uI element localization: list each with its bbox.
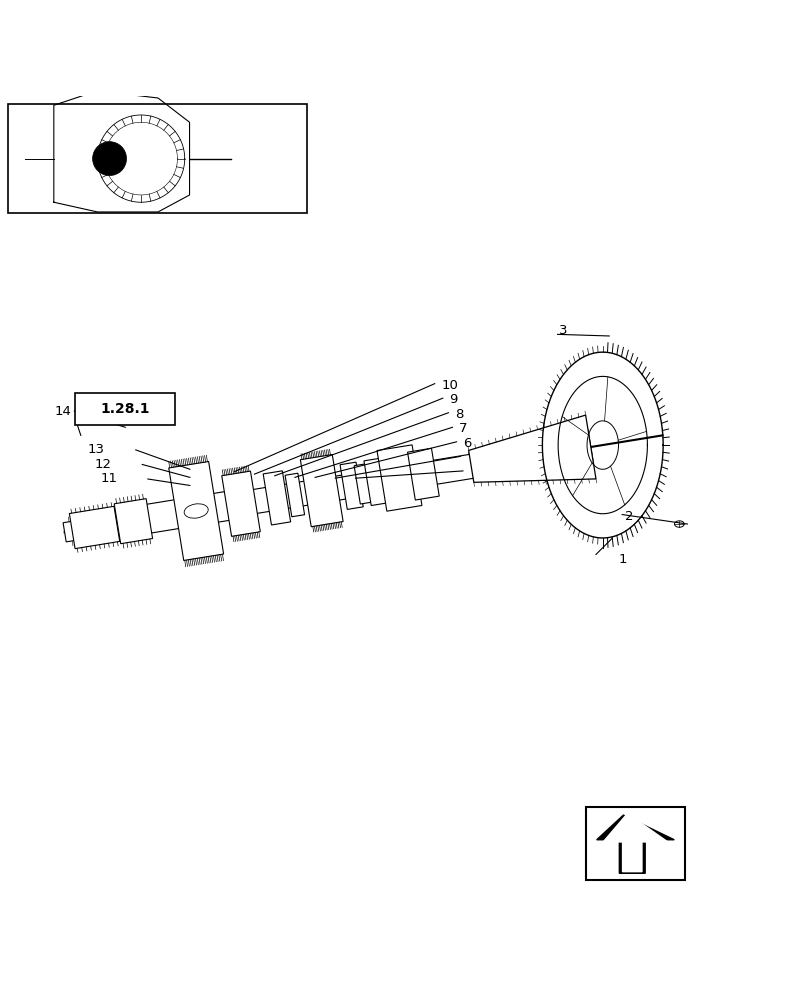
Text: 1: 1 — [618, 553, 627, 566]
Polygon shape — [340, 462, 364, 509]
Text: 11: 11 — [100, 472, 117, 485]
Polygon shape — [169, 461, 224, 560]
Text: 7: 7 — [459, 422, 468, 435]
Polygon shape — [69, 506, 120, 549]
Polygon shape — [134, 491, 234, 535]
Text: 2: 2 — [625, 510, 633, 523]
Polygon shape — [285, 473, 305, 517]
Polygon shape — [63, 511, 138, 542]
Circle shape — [93, 142, 127, 176]
Text: 12: 12 — [95, 458, 112, 471]
Polygon shape — [364, 458, 387, 506]
Polygon shape — [510, 429, 594, 477]
Text: 6: 6 — [463, 437, 471, 450]
Polygon shape — [469, 415, 596, 482]
Text: 1.28.1: 1.28.1 — [100, 402, 150, 416]
Polygon shape — [263, 471, 291, 525]
Polygon shape — [114, 499, 153, 544]
Polygon shape — [377, 445, 422, 511]
Text: 14: 14 — [54, 405, 71, 418]
Polygon shape — [354, 464, 373, 504]
Text: 8: 8 — [455, 408, 463, 421]
Text: 3: 3 — [559, 324, 568, 337]
Bar — [586, 807, 685, 880]
Polygon shape — [407, 448, 440, 500]
Bar — [8, 104, 307, 213]
Text: 9: 9 — [449, 393, 457, 406]
Text: 4: 4 — [469, 466, 478, 479]
Polygon shape — [596, 815, 675, 873]
Polygon shape — [603, 814, 667, 872]
Text: 13: 13 — [88, 443, 105, 456]
Polygon shape — [230, 448, 515, 517]
FancyBboxPatch shape — [75, 393, 175, 425]
Text: 5: 5 — [467, 451, 476, 464]
Text: 10: 10 — [441, 379, 458, 392]
Polygon shape — [221, 471, 260, 536]
Polygon shape — [301, 455, 343, 527]
